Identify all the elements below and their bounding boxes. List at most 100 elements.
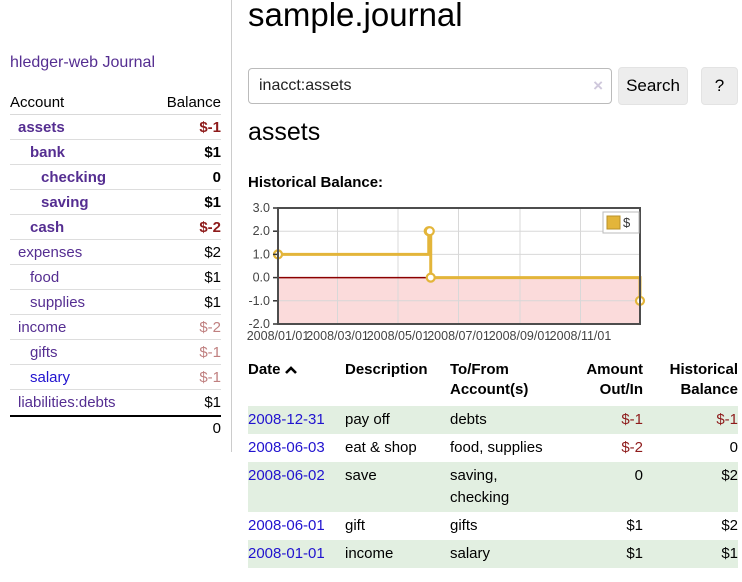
total-balance: 0: [212, 420, 221, 437]
transaction-balance-cell: $2: [721, 517, 738, 534]
account-balance: $2: [204, 243, 221, 261]
account-link[interactable]: expenses: [18, 243, 83, 261]
account-link[interactable]: salary: [30, 368, 71, 386]
register-row: 2008-06-01 gift gifts $1 $2: [248, 512, 738, 540]
transaction-amount-cell: 0: [634, 467, 643, 484]
transaction-date-cell: 2008-06-01: [248, 512, 345, 540]
account-row: food $1: [10, 265, 221, 290]
transaction-date-cell: 2008-06-02: [248, 462, 345, 512]
clear-search-icon[interactable]: ×: [593, 76, 603, 95]
account-link[interactable]: income: [18, 318, 67, 336]
search-box: ×: [248, 68, 612, 104]
x-tick-label: 2008/01/01: [247, 329, 310, 343]
y-tick-label: -1.0: [248, 294, 270, 308]
amount-column-header: Amount Out/In: [586, 361, 643, 398]
search-form: × Search ?: [248, 67, 738, 105]
account-link[interactable]: gifts: [30, 343, 58, 361]
transaction-amount-cell: $-1: [621, 411, 643, 428]
account-row: cash $-2: [10, 215, 221, 240]
transaction-accounts-cell: debts: [450, 411, 487, 428]
account-row: assets $-1: [10, 115, 221, 140]
sidebar-item-journal[interactable]: Journal: [102, 54, 155, 71]
chart-title: Historical Balance:: [248, 174, 384, 191]
y-tick-label: 1.0: [253, 247, 270, 261]
transaction-date-link[interactable]: 2008-06-03: [248, 439, 325, 456]
transaction-amount-cell: $-2: [621, 439, 643, 456]
chart-svg: 3.0 2.0 1.0 0.0 -1.0 -2.02008/01/012008/03/01…: [247, 201, 646, 343]
account-balance: $-1: [199, 343, 221, 361]
transaction-accounts-cell: food, supplies: [450, 439, 543, 456]
transaction-date-link[interactable]: 2008-01-01: [248, 545, 325, 562]
account-link[interactable]: bank: [30, 143, 66, 161]
account-row: gifts $-1: [10, 340, 221, 365]
account-balance: $-2: [199, 218, 221, 236]
chart-point: [425, 272, 436, 283]
sidebar: hledger-web Journal Account Balance asse…: [0, 0, 232, 452]
account-row: supplies $1: [10, 290, 221, 315]
transaction-date-link[interactable]: 2008-12-31: [248, 411, 325, 428]
description-column-header: Description: [345, 361, 428, 378]
account-balance: $-1: [199, 118, 221, 136]
transaction-date-link[interactable]: 2008-06-01: [248, 517, 325, 534]
account-link[interactable]: supplies: [30, 293, 86, 311]
transaction-accounts-cell: gifts: [450, 517, 478, 534]
transaction-balance-cell: $1: [721, 545, 738, 562]
search-input[interactable]: [248, 68, 612, 104]
register-row: 2008-06-02 save saving, checking 0 $2: [248, 462, 738, 512]
register-row: 2008-01-01 income salary $1 $1: [248, 540, 738, 568]
account-balance: $1: [204, 394, 221, 411]
transaction-description-cell: eat & shop: [345, 439, 417, 456]
transaction-description-cell: gift: [345, 517, 366, 534]
transaction-description-cell: save: [345, 467, 377, 484]
sort-by-date[interactable]: Date: [248, 361, 298, 378]
x-tick-label: 2008/11/01: [550, 329, 612, 343]
account-balance: $1: [204, 193, 221, 211]
account-link[interactable]: liabilities:debts: [18, 394, 116, 411]
chart-point: [424, 226, 435, 237]
transaction-balance-cell: 0: [729, 439, 738, 456]
historical-balance-chart: 3.0 2.0 1.0 0.0 -1.0 -2.0 2008/01/01 2008/03/01…: [245, 200, 742, 350]
account-tree-header: Account Balance: [10, 90, 221, 115]
account-link[interactable]: food: [30, 268, 60, 286]
account-link[interactable]: saving: [41, 193, 89, 211]
x-tick-label: 2008/09/01: [489, 329, 552, 343]
account-link[interactable]: checking: [41, 168, 107, 186]
transaction-date-cell: 2008-12-31: [248, 406, 345, 434]
y-tick-label: 3.0: [253, 201, 270, 215]
account-column-header: Account: [10, 93, 65, 111]
account-row: salary $-1: [10, 365, 221, 390]
y-tick-label: -2.0: [248, 317, 270, 331]
transaction-date-link[interactable]: 2008-06-02: [248, 467, 325, 484]
register-row: 2008-06-03 eat & shop food, supplies $-2 0: [248, 434, 738, 462]
transaction-amount-cell: $1: [626, 545, 643, 562]
transaction-date-cell: 2008-06-03: [248, 434, 345, 462]
transaction-balance-cell: $-1: [716, 411, 738, 428]
account-balance: 0: [212, 168, 221, 186]
transaction-description-cell: pay off: [345, 411, 390, 428]
legend-label: $: [623, 215, 631, 230]
account-balance: $1: [204, 268, 221, 286]
account-tree-total-row: 0: [10, 415, 221, 440]
account-row: liabilities:debts $1: [10, 390, 221, 415]
account-row: checking 0: [10, 165, 221, 190]
account-heading: assets: [248, 118, 321, 146]
help-button[interactable]: ?: [701, 67, 738, 105]
register-body: 2008-12-31 pay off debts $-1 $-1 2008-06-03 ea…: [248, 406, 738, 568]
account-balance: $1: [204, 293, 221, 311]
account-balance: $1: [204, 143, 221, 161]
account-link[interactable]: assets: [18, 118, 65, 136]
chevron-up-icon: [284, 366, 297, 374]
account-balance: $-2: [199, 318, 221, 336]
search-button[interactable]: Search: [618, 67, 688, 105]
y-tick-label: 2.0: [253, 224, 270, 238]
transaction-balance-cell: $2: [721, 467, 738, 484]
transaction-description-cell: income: [345, 545, 394, 562]
account-row: income $-2: [10, 315, 221, 340]
account-link[interactable]: cash: [30, 218, 65, 236]
balance-column-header: Balance: [166, 93, 221, 111]
register-header-row: Date Description To/From Account(s) Amou…: [248, 360, 738, 406]
transaction-accounts-cell: salary: [450, 545, 491, 562]
account-tree: Account Balance assets $-1 bank $1 checking 0…: [10, 90, 221, 440]
app-title-link[interactable]: hledger-web: [10, 54, 99, 71]
